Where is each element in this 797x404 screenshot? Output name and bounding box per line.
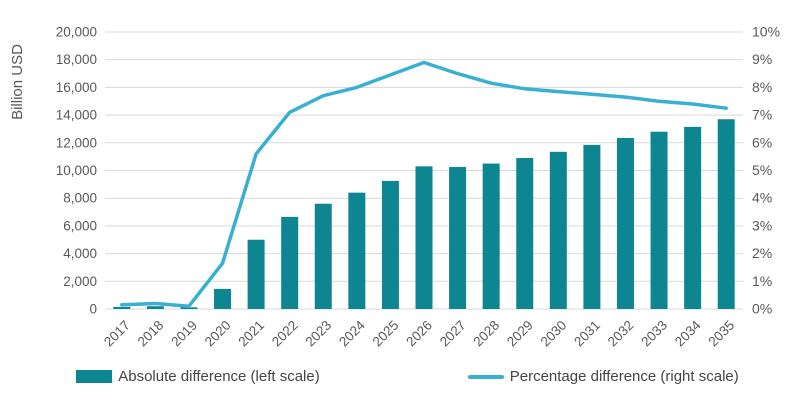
line-series-swatch-icon bbox=[467, 374, 504, 379]
legend-label-percentage-difference: Percentage difference (right scale) bbox=[509, 368, 739, 385]
right-axis-tick-label: 10% bbox=[752, 24, 780, 40]
bar-2027 bbox=[449, 167, 467, 309]
x-axis-tick-label: 2028 bbox=[470, 318, 502, 350]
left-axis-tick-label: 6,000 bbox=[63, 218, 97, 233]
x-axis-tick-label: 2023 bbox=[303, 318, 335, 350]
bar-2030 bbox=[549, 151, 567, 309]
bar-2023 bbox=[314, 203, 332, 309]
bar-2017 bbox=[113, 306, 131, 309]
x-axis-tick-label: 2027 bbox=[437, 318, 469, 350]
bar-2028 bbox=[482, 163, 500, 309]
left-axis-tick-label: 8,000 bbox=[63, 191, 97, 206]
bar-2021 bbox=[247, 239, 265, 309]
x-axis-tick-label: 2018 bbox=[135, 318, 167, 350]
x-axis-tick-label: 2034 bbox=[672, 317, 704, 349]
right-axis-tick-label: 0% bbox=[752, 301, 772, 317]
bar-2032 bbox=[616, 137, 634, 309]
left-axis-tick-label: 4,000 bbox=[63, 246, 97, 261]
bar-2034 bbox=[684, 126, 702, 309]
x-axis-tick-label: 2030 bbox=[538, 318, 570, 350]
bar-2025 bbox=[381, 180, 399, 309]
x-axis-tick-label: 2029 bbox=[504, 318, 536, 350]
right-axis-tick-label: 6% bbox=[752, 134, 772, 150]
x-axis-tick-label: 2019 bbox=[168, 318, 200, 350]
bar-2024 bbox=[348, 192, 366, 309]
x-axis-tick-label: 2031 bbox=[571, 318, 603, 350]
right-axis-tick-label: 2% bbox=[752, 245, 772, 261]
right-axis-tick-label: 3% bbox=[752, 217, 772, 233]
left-axis-tick-label: 16,000 bbox=[56, 80, 97, 95]
legend-item-absolute-difference: Absolute difference (left scale) bbox=[76, 368, 320, 385]
x-axis-tick-label: 2021 bbox=[235, 318, 267, 350]
left-axis-tick-label: 20,000 bbox=[56, 25, 97, 40]
right-axis-tick-label: 4% bbox=[752, 190, 772, 206]
legend-item-percentage-difference: Percentage difference (right scale) bbox=[467, 368, 739, 385]
right-axis-tick-label: 7% bbox=[752, 107, 772, 123]
bar-2035 bbox=[717, 119, 735, 309]
bar-2029 bbox=[516, 158, 534, 309]
x-axis-tick-label: 2025 bbox=[370, 318, 402, 350]
right-axis-tick-label: 9% bbox=[752, 51, 772, 67]
chart-legend: Absolute difference (left scale) Percent… bbox=[0, 368, 797, 385]
percentage-trend-line bbox=[120, 60, 728, 308]
left-axis-tick-label: 10,000 bbox=[56, 163, 97, 178]
x-axis-tick-label: 2026 bbox=[403, 318, 435, 350]
x-axis-tick-label: 2022 bbox=[269, 318, 301, 350]
x-axis-tick-label: 2024 bbox=[336, 317, 368, 349]
bar-2022 bbox=[281, 216, 299, 309]
left-axis-tick-label: 2,000 bbox=[63, 274, 97, 289]
right-axis-tick-label: 5% bbox=[752, 162, 772, 178]
right-axis-tick-label: 1% bbox=[752, 273, 772, 289]
x-axis-tick-label: 2032 bbox=[605, 318, 637, 350]
x-axis-tick-label: 2020 bbox=[202, 318, 234, 350]
bar-series-swatch-icon bbox=[76, 370, 113, 383]
left-axis-tick-label: 18,000 bbox=[56, 52, 97, 67]
bar-2018 bbox=[146, 306, 164, 309]
left-axis-tick-label: 14,000 bbox=[56, 108, 97, 123]
bar-2026 bbox=[415, 166, 433, 309]
left-axis-tick-label: 12,000 bbox=[56, 135, 97, 150]
bar-2033 bbox=[650, 131, 668, 309]
y-axis-title: Billion USD bbox=[9, 44, 26, 120]
x-axis-tick-label: 2033 bbox=[638, 318, 670, 350]
legend-label-absolute-difference: Absolute difference (left scale) bbox=[118, 368, 320, 385]
bar-2019 bbox=[180, 307, 198, 309]
left-axis-tick-label: 0 bbox=[89, 302, 97, 317]
x-axis-tick-label: 2017 bbox=[101, 318, 133, 350]
x-axis-tick-label: 2035 bbox=[705, 318, 737, 350]
bar-2020 bbox=[214, 288, 232, 309]
bar-2031 bbox=[583, 144, 601, 309]
right-axis-tick-label: 8% bbox=[752, 79, 772, 95]
